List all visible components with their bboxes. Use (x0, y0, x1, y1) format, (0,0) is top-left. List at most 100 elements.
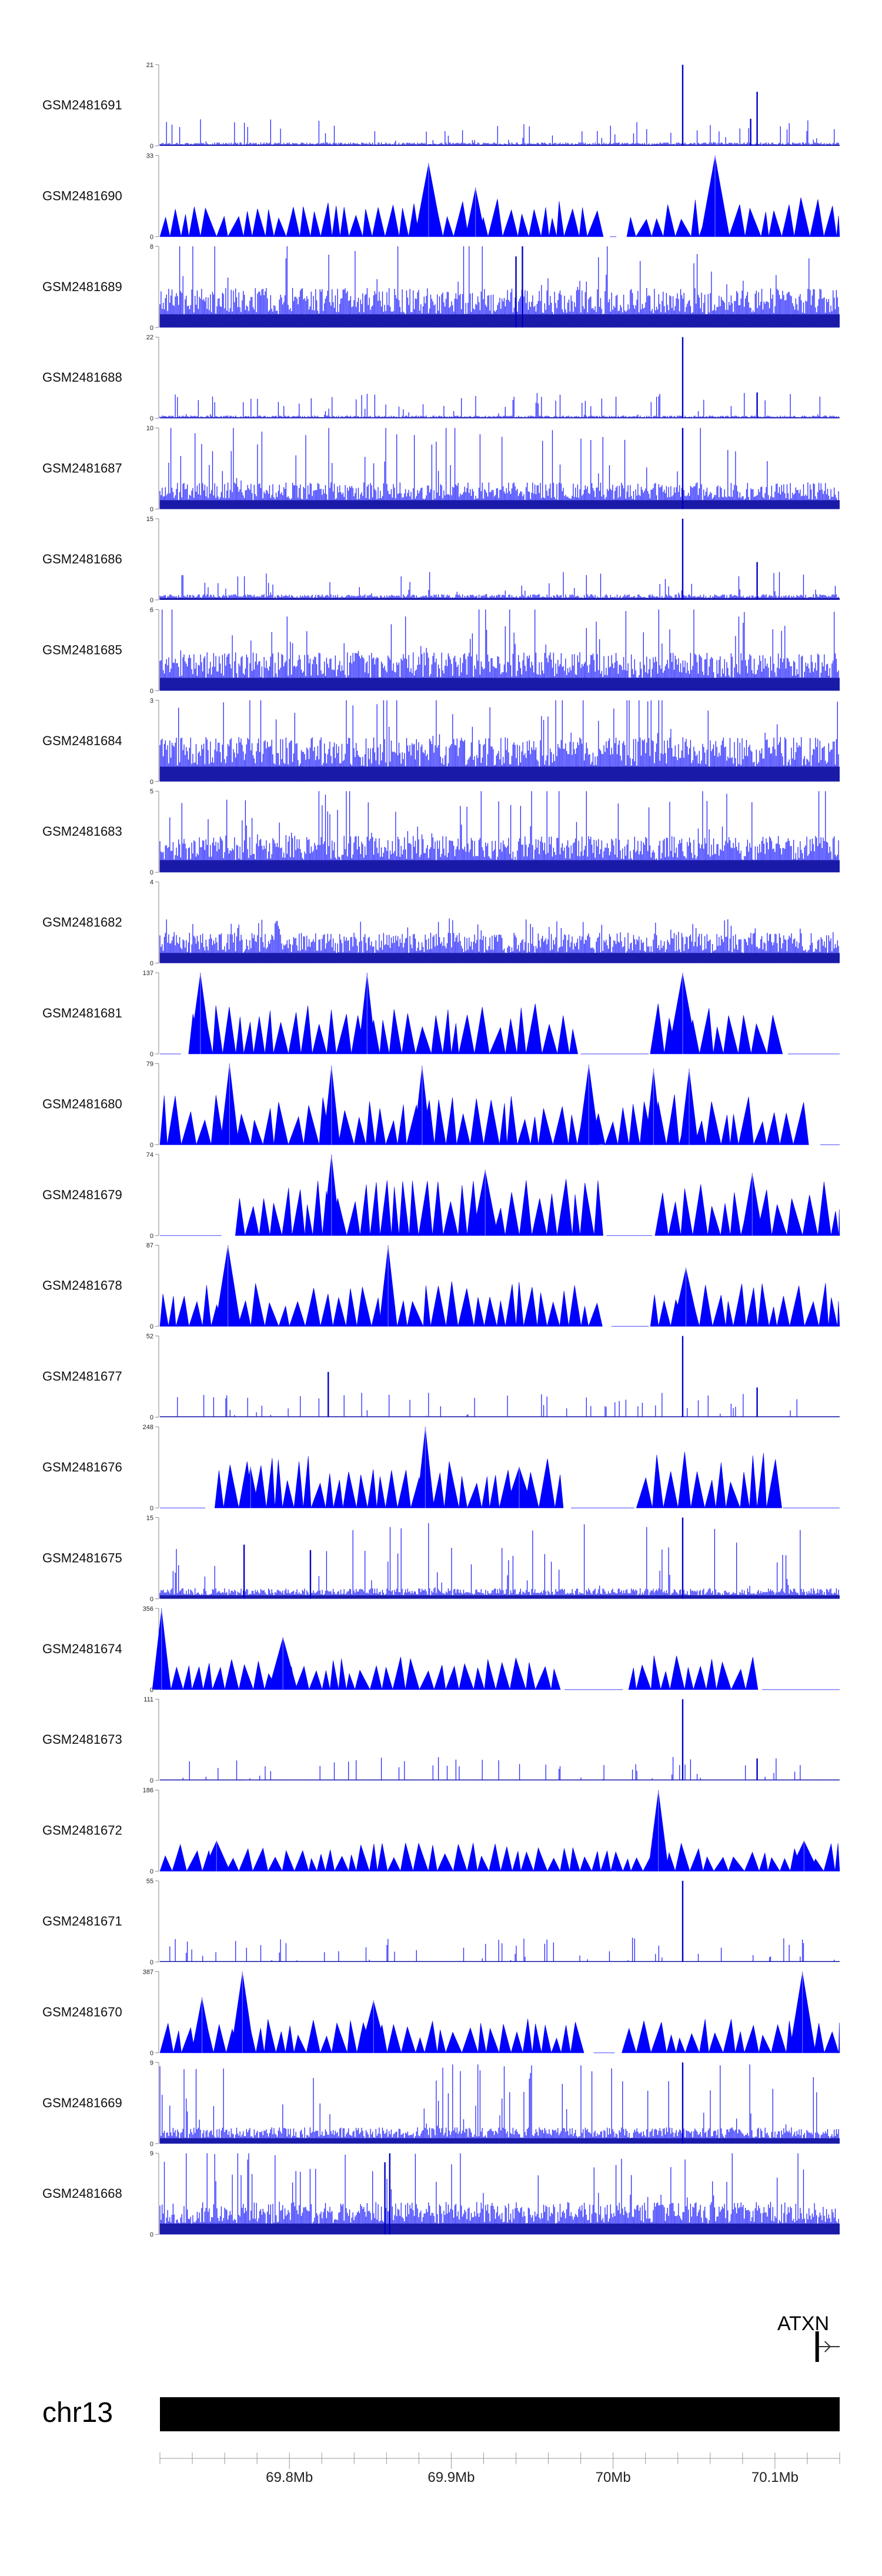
track-label: GSM2481674 (42, 1641, 122, 1656)
coverage-floor (160, 678, 840, 691)
y-min-label: 0 (150, 1051, 153, 1058)
coverage-bars (159, 1937, 839, 1962)
track-label: GSM2481687 (42, 461, 122, 476)
y-max-label: 87 (146, 1242, 153, 1249)
track-GSM2481672: GSM2481672 186 0 (42, 1787, 840, 1876)
y-min-label: 0 (150, 1414, 153, 1422)
track-GSM2481680: GSM2481680 79 0 (42, 1060, 840, 1149)
y-min-label: 0 (150, 688, 153, 695)
y-max-label: 6 (150, 606, 153, 613)
y-min-label: 0 (150, 2231, 153, 2238)
y-max-label: 9 (150, 2150, 153, 2157)
coverage-floor (160, 1961, 840, 1962)
track-GSM2481670: GSM2481670 387 0 (42, 1968, 840, 2057)
track-GSM2481689: GSM2481689 8 0 (42, 243, 840, 332)
y-max-label: 10 (146, 425, 153, 432)
coverage-bars (159, 2064, 839, 2144)
track-GSM2481683: GSM2481683 5 0 (42, 788, 840, 876)
y-min-label: 0 (150, 597, 153, 604)
y-max-label: 5 (150, 788, 153, 795)
y-min-label: 0 (150, 1596, 153, 1603)
coverage-floor (160, 860, 840, 873)
y-max-label: 9 (150, 2060, 153, 2067)
y-max-label: 79 (146, 1060, 153, 1067)
coverage-floor (160, 1595, 840, 1599)
coverage-floor (160, 598, 840, 600)
track-GSM2481669: GSM2481669 9 0 (42, 2060, 840, 2148)
y-max-label: 387 (143, 1968, 153, 1976)
track-GSM2481674: GSM2481674 356 0 (42, 1606, 840, 1694)
coverage-triangles (214, 1451, 782, 1509)
track-GSM2481686: GSM2481686 15 0 (42, 516, 840, 604)
track-label: GSM2481678 (42, 1278, 122, 1293)
chromosome-label: chr13 (42, 2397, 113, 2428)
track-label: GSM2481672 (42, 1823, 122, 1838)
track-GSM2481688: GSM2481688 22 0 (42, 334, 840, 422)
y-max-label: 3 (150, 698, 153, 705)
track-label: GSM2481684 (42, 733, 122, 748)
y-max-label: 248 (143, 1424, 153, 1431)
coverage-floor (160, 2223, 840, 2235)
gene-label: ATXN (777, 2313, 829, 2335)
coverage-bars (159, 1393, 839, 1417)
track-GSM2481675: GSM2481675 15 0 (42, 1514, 840, 1603)
strand-arrow (824, 2341, 831, 2353)
gene-exon (815, 2331, 819, 2362)
y-min-label: 0 (150, 1505, 153, 1512)
coverage-floor (160, 500, 840, 509)
y-max-label: 21 (146, 62, 153, 69)
y-max-label: 8 (150, 243, 153, 251)
track-GSM2481685: GSM2481685 6 0 (42, 606, 840, 695)
track-GSM2481679: GSM2481679 74 0 (42, 1152, 840, 1240)
track-label: GSM2481671 (42, 1914, 122, 1928)
y-min-label: 0 (150, 960, 153, 967)
coverage-triangles (235, 1179, 840, 1236)
coverage-floor (160, 417, 840, 419)
y-max-label: 356 (143, 1606, 153, 1613)
y-min-label: 0 (150, 1868, 153, 1876)
track-GSM2481678: GSM2481678 87 0 (42, 1242, 840, 1330)
track-GSM2481681: GSM2481681 137 0 (42, 970, 840, 1058)
track-label: GSM2481670 (42, 2004, 122, 2019)
ideogram-bar (160, 2397, 840, 2431)
track-label: GSM2481669 (42, 2095, 122, 2110)
track-label: GSM2481680 (42, 1096, 122, 1111)
y-max-label: 33 (146, 152, 153, 159)
y-max-label: 15 (146, 1514, 153, 1521)
y-max-label: 186 (143, 1787, 153, 1794)
coverage-bars (159, 2153, 839, 2235)
track-label: GSM2481686 (42, 552, 122, 566)
track-GSM2481676: GSM2481676 248 0 (42, 1424, 840, 1512)
track-label: GSM2481685 (42, 642, 122, 657)
track-GSM2481677: GSM2481677 52 0 (42, 1333, 840, 1422)
track-label: GSM2481688 (42, 370, 122, 385)
coverage-floor (160, 1416, 840, 1417)
track-label: GSM2481676 (42, 1460, 122, 1474)
track-GSM2481673: GSM2481673 111 0 (42, 1696, 840, 1784)
coverage-floor (160, 766, 840, 782)
track-GSM2481684: GSM2481684 3 0 (42, 698, 840, 786)
track-GSM2481668: GSM2481668 9 0 (42, 2150, 840, 2238)
coverage-bars (159, 393, 839, 419)
y-min-label: 0 (150, 2050, 153, 2057)
coverage-floor (160, 1779, 840, 1781)
y-max-label: 4 (150, 879, 153, 886)
y-max-label: 15 (146, 516, 153, 523)
track-label: GSM2481691 (42, 98, 122, 112)
track-GSM2481671: GSM2481671 55 0 (42, 1878, 840, 1966)
y-min-label: 0 (150, 779, 153, 786)
y-max-label: 111 (143, 1696, 153, 1703)
y-max-label: 137 (143, 970, 153, 977)
y-min-label: 0 (150, 415, 153, 422)
track-label: GSM2481668 (42, 2186, 122, 2201)
coverage-floor (160, 314, 840, 328)
coverage-bars (159, 1523, 839, 1599)
coverage-triangles (159, 197, 840, 237)
y-max-label: 52 (146, 1333, 153, 1340)
x-tick-label: 70Mb (596, 2470, 631, 2485)
coverage-bars (159, 572, 839, 600)
y-max-label: 55 (146, 1878, 153, 1885)
y-min-label: 0 (150, 869, 153, 876)
